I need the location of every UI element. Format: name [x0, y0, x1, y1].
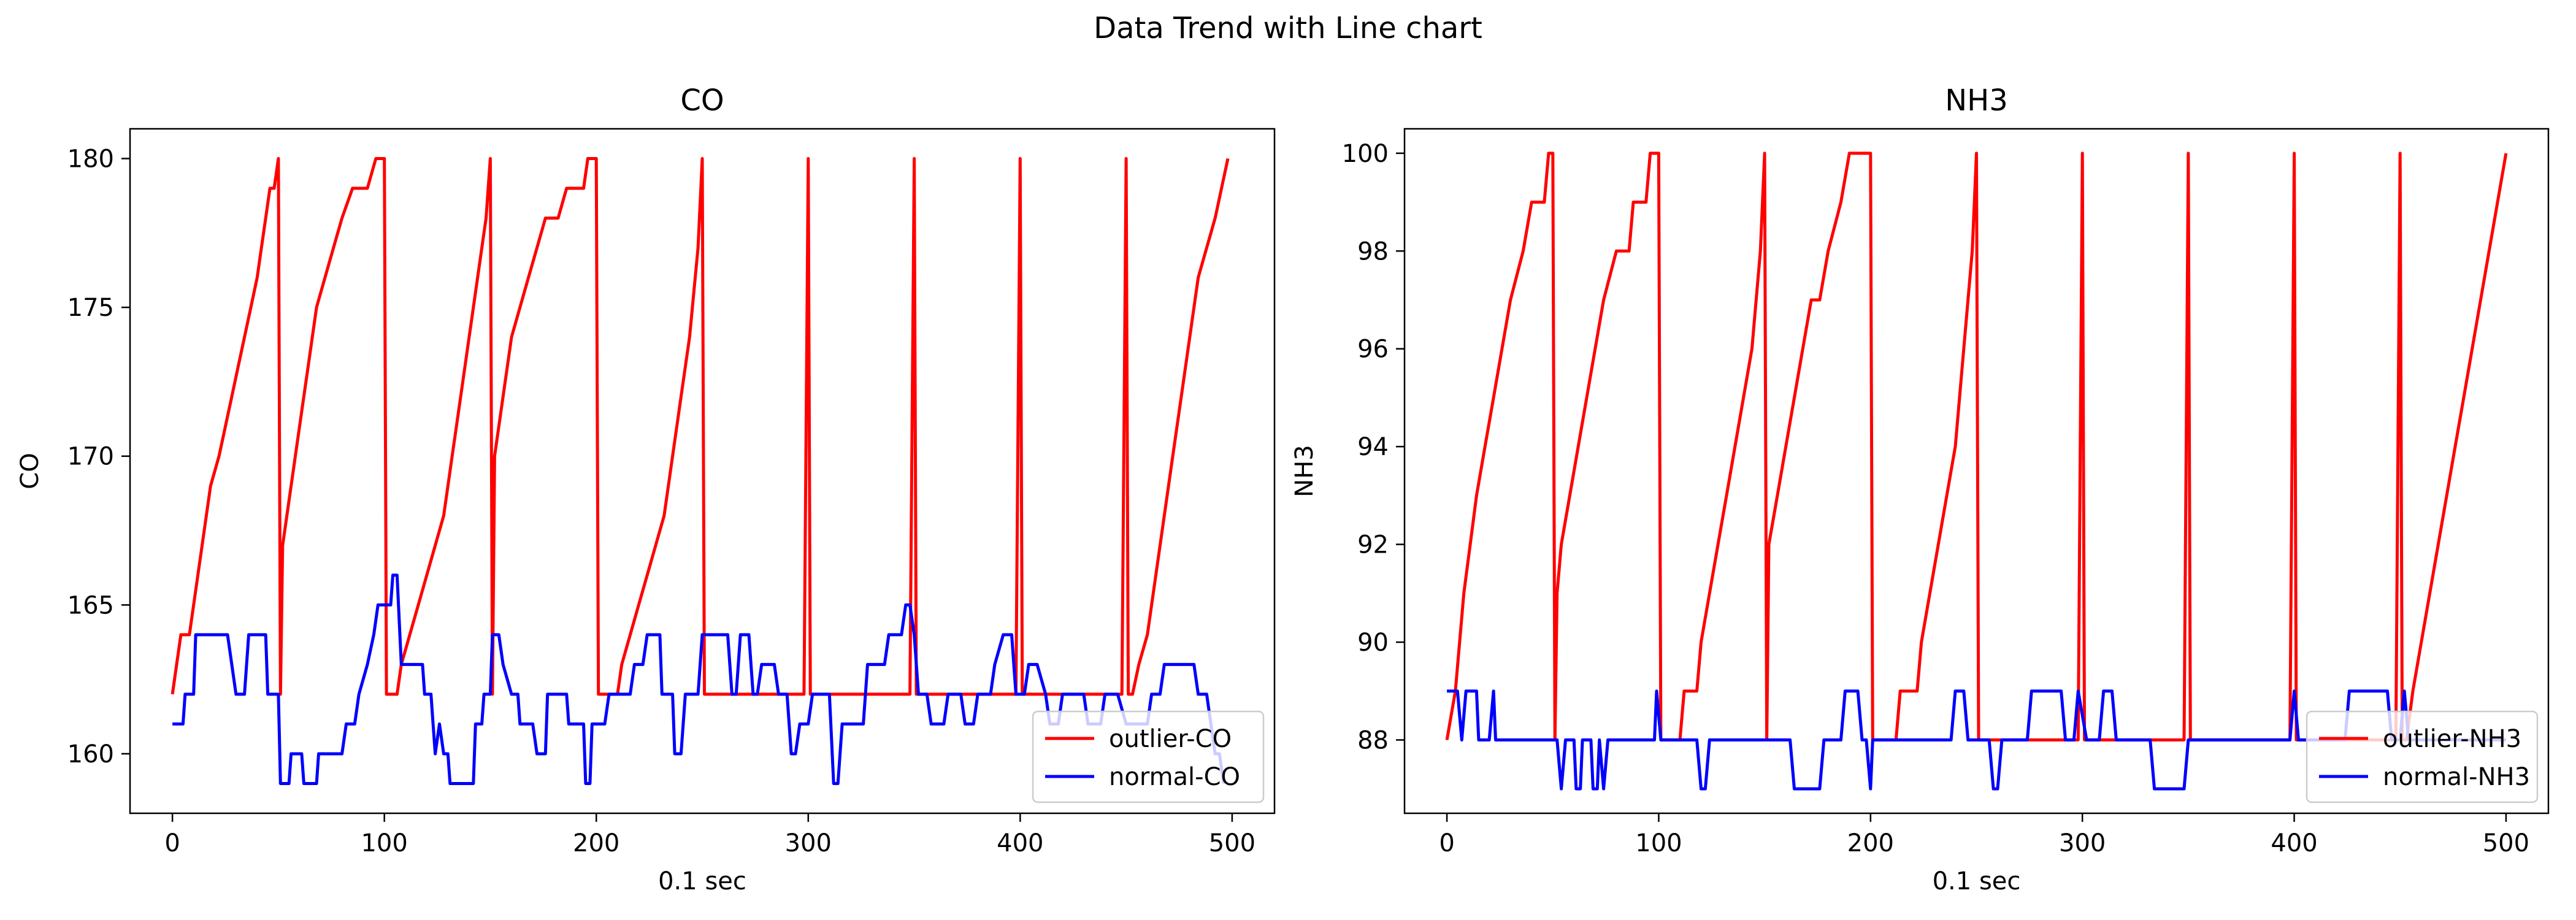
nh3-y-tick-label: 94 [1357, 433, 1389, 461]
co-x-tick-label: 500 [1209, 829, 1255, 857]
nh3-x-tick-label: 0 [1439, 829, 1454, 857]
nh3-plot-frame [1403, 128, 2550, 815]
co-subplot-title: CO [680, 83, 724, 118]
nh3-x-tick-label: 200 [1847, 829, 1894, 857]
nh3-y-tick-label: 98 [1357, 237, 1389, 266]
legend-label-normal-CO: normal-CO [1109, 763, 1240, 791]
co-x-tick-label: 200 [573, 829, 619, 857]
co-y-tick-label: 160 [67, 740, 114, 769]
co-plot-frame [129, 128, 1276, 815]
nh3-subplot-title: NH3 [1945, 83, 2008, 118]
nh3-x-tick-label: 300 [2059, 829, 2106, 857]
series-line-normal-NH3 [1447, 689, 2506, 791]
nh3-y-axis-label: NH3 [1290, 445, 1319, 497]
nh3-x-tick-label: 500 [2483, 829, 2529, 857]
co-y-axis-label: CO [16, 453, 44, 489]
series-line-outlier-CO [171, 157, 1230, 696]
legend-label-normal-NH3: normal-NH3 [2383, 763, 2530, 791]
co-x-tick-label: 400 [997, 829, 1043, 857]
nh3-y-tick-label: 90 [1357, 629, 1389, 657]
figure-title: Data Trend with Line chart [1094, 11, 1482, 45]
co-legend-box [1032, 710, 1265, 803]
nh3-x-tick-label: 100 [1635, 829, 1682, 857]
nh3-y-tick-label: 100 [1342, 140, 1389, 168]
co-axes: CO 0 100 200 300 400 500 160 165 170 175 180 0.1 sec… [16, 83, 1276, 895]
nh3-y-tick-label: 92 [1357, 531, 1389, 559]
nh3-axes: NH3 0 100 200 300 400 500 88 90 92 94 96 98 100 0.1 se… [1290, 83, 2550, 895]
nh3-legend-box [2306, 710, 2539, 803]
nh3-y-tick-label: 96 [1357, 335, 1389, 364]
co-x-tick-label: 300 [785, 829, 832, 857]
legend-label-outlier-CO: outlier-CO [1109, 725, 1232, 753]
nh3-y-tick-label: 88 [1357, 726, 1389, 754]
series-line-normal-CO [172, 573, 1225, 785]
nh3-x-tick-label: 400 [2271, 829, 2317, 857]
co-y-tick-label: 170 [67, 443, 114, 471]
co-x-axis-label: 0.1 sec [658, 867, 746, 895]
co-y-tick-label: 175 [67, 294, 114, 322]
co-x-tick-label: 100 [361, 829, 407, 857]
co-y-tick-label: 165 [67, 591, 114, 619]
legend-label-outlier-NH3: outlier-NH3 [2383, 725, 2521, 753]
co-x-tick-label: 0 [164, 829, 180, 857]
co-y-tick-label: 180 [67, 145, 114, 174]
nh3-x-axis-label: 0.1 sec [1933, 867, 2021, 895]
series-line-outlier-NH3 [1445, 151, 2508, 742]
